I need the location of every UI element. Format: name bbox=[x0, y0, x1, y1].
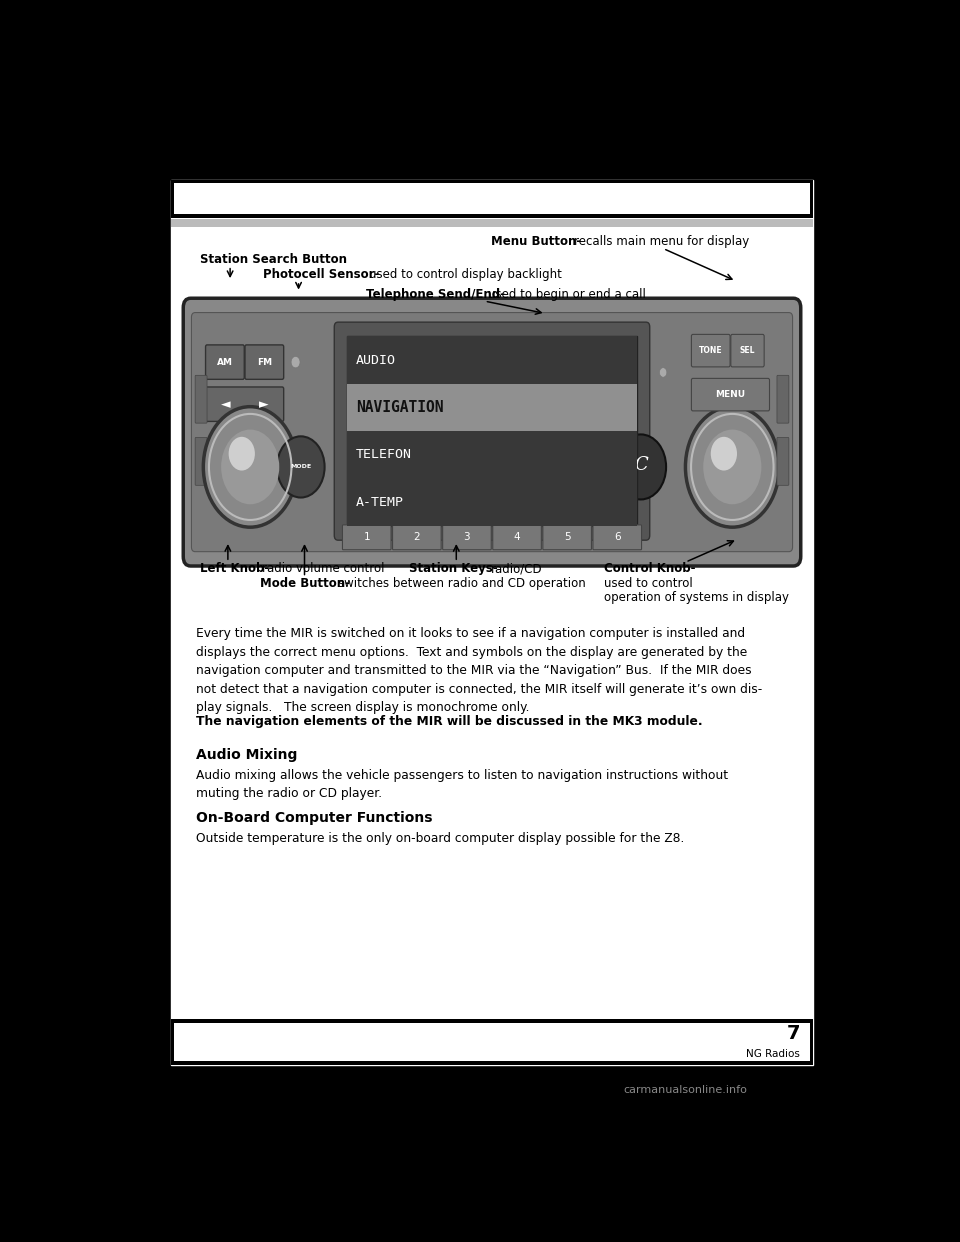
FancyBboxPatch shape bbox=[443, 525, 492, 550]
FancyBboxPatch shape bbox=[205, 345, 244, 379]
Text: Station Keys-: Station Keys- bbox=[409, 563, 497, 575]
FancyBboxPatch shape bbox=[393, 525, 442, 550]
Text: Station Search Button: Station Search Button bbox=[201, 252, 348, 266]
Text: carmanualsonline.info: carmanualsonline.info bbox=[623, 1086, 748, 1095]
Circle shape bbox=[204, 406, 297, 527]
Text: NG Radios: NG Radios bbox=[746, 1048, 800, 1058]
FancyBboxPatch shape bbox=[195, 375, 207, 424]
Text: 2: 2 bbox=[414, 533, 420, 543]
FancyBboxPatch shape bbox=[492, 525, 541, 550]
Text: MODE: MODE bbox=[290, 465, 311, 469]
FancyBboxPatch shape bbox=[191, 313, 793, 551]
FancyBboxPatch shape bbox=[347, 337, 637, 525]
FancyBboxPatch shape bbox=[171, 180, 813, 1066]
FancyBboxPatch shape bbox=[347, 384, 637, 431]
FancyBboxPatch shape bbox=[205, 388, 284, 421]
Text: On-Board Computer Functions: On-Board Computer Functions bbox=[196, 811, 432, 825]
Text: SEL: SEL bbox=[740, 347, 756, 355]
Circle shape bbox=[277, 436, 324, 498]
Circle shape bbox=[221, 430, 279, 504]
Text: The navigation elements of the MIR will be discussed in the MK3 module.: The navigation elements of the MIR will … bbox=[196, 715, 703, 728]
Text: used to begin or end a call: used to begin or end a call bbox=[488, 288, 645, 301]
FancyBboxPatch shape bbox=[542, 525, 591, 550]
Text: 7: 7 bbox=[786, 1025, 800, 1043]
FancyBboxPatch shape bbox=[691, 379, 770, 411]
Text: Every time the MIR is switched on it looks to see if a navigation computer is in: Every time the MIR is switched on it loo… bbox=[196, 627, 762, 714]
Circle shape bbox=[704, 430, 761, 504]
Text: 5: 5 bbox=[564, 533, 570, 543]
Text: 4: 4 bbox=[514, 533, 520, 543]
Text: used to control display backlight: used to control display backlight bbox=[370, 268, 563, 281]
FancyBboxPatch shape bbox=[334, 322, 650, 540]
Text: Audio Mixing: Audio Mixing bbox=[196, 748, 298, 761]
Circle shape bbox=[685, 406, 780, 527]
Text: Audio mixing allows the vehicle passengers to listen to navigation instructions : Audio mixing allows the vehicle passenge… bbox=[196, 769, 728, 800]
Circle shape bbox=[660, 368, 667, 378]
Text: 1: 1 bbox=[364, 533, 370, 543]
Text: 3: 3 bbox=[464, 533, 470, 543]
Text: FM: FM bbox=[256, 358, 272, 366]
FancyBboxPatch shape bbox=[777, 375, 789, 424]
Text: AUDIO: AUDIO bbox=[356, 354, 396, 366]
FancyBboxPatch shape bbox=[593, 525, 641, 550]
Circle shape bbox=[710, 437, 737, 471]
Text: TELEFON: TELEFON bbox=[356, 448, 412, 461]
Circle shape bbox=[228, 437, 255, 471]
Text: C: C bbox=[634, 456, 648, 474]
FancyBboxPatch shape bbox=[171, 180, 813, 217]
Text: operation of systems in display: operation of systems in display bbox=[604, 591, 788, 604]
Text: radio/CD: radio/CD bbox=[491, 563, 542, 575]
Text: Photocell Sensor-: Photocell Sensor- bbox=[263, 268, 379, 281]
FancyBboxPatch shape bbox=[347, 478, 637, 525]
Text: AM: AM bbox=[217, 358, 233, 366]
FancyBboxPatch shape bbox=[183, 298, 801, 566]
FancyBboxPatch shape bbox=[174, 1023, 810, 1062]
Text: radio volume control: radio volume control bbox=[262, 563, 385, 575]
FancyBboxPatch shape bbox=[691, 334, 731, 366]
FancyBboxPatch shape bbox=[174, 184, 810, 214]
Text: Menu Button-: Menu Button- bbox=[491, 236, 581, 248]
FancyBboxPatch shape bbox=[245, 345, 283, 379]
Text: Left Knob-: Left Knob- bbox=[201, 563, 270, 575]
FancyBboxPatch shape bbox=[347, 337, 637, 384]
Text: 6: 6 bbox=[614, 533, 620, 543]
Text: Control Knob-: Control Knob- bbox=[604, 563, 695, 575]
FancyBboxPatch shape bbox=[347, 431, 637, 478]
Text: ◄: ◄ bbox=[221, 397, 230, 411]
Text: TONE: TONE bbox=[699, 347, 723, 355]
Circle shape bbox=[615, 435, 666, 499]
FancyBboxPatch shape bbox=[171, 1020, 813, 1066]
Text: ►: ► bbox=[258, 397, 268, 411]
Text: recalls main menu for display: recalls main menu for display bbox=[574, 236, 749, 248]
Circle shape bbox=[291, 356, 300, 368]
Text: MENU: MENU bbox=[715, 390, 746, 399]
Text: A-TEMP: A-TEMP bbox=[356, 496, 404, 509]
FancyBboxPatch shape bbox=[731, 334, 764, 366]
Text: switches between radio and CD operation: switches between radio and CD operation bbox=[338, 578, 586, 590]
Text: used to control: used to control bbox=[604, 576, 692, 590]
FancyBboxPatch shape bbox=[171, 219, 813, 227]
Text: NAVIGATION: NAVIGATION bbox=[356, 400, 444, 415]
Text: Telephone Send/End-: Telephone Send/End- bbox=[366, 288, 505, 301]
FancyBboxPatch shape bbox=[777, 437, 789, 486]
FancyBboxPatch shape bbox=[343, 525, 391, 550]
Text: Outside temperature is the only on-board computer display possible for the Z8.: Outside temperature is the only on-board… bbox=[196, 832, 684, 845]
Text: Mode Button-: Mode Button- bbox=[260, 578, 349, 590]
FancyBboxPatch shape bbox=[195, 437, 207, 486]
